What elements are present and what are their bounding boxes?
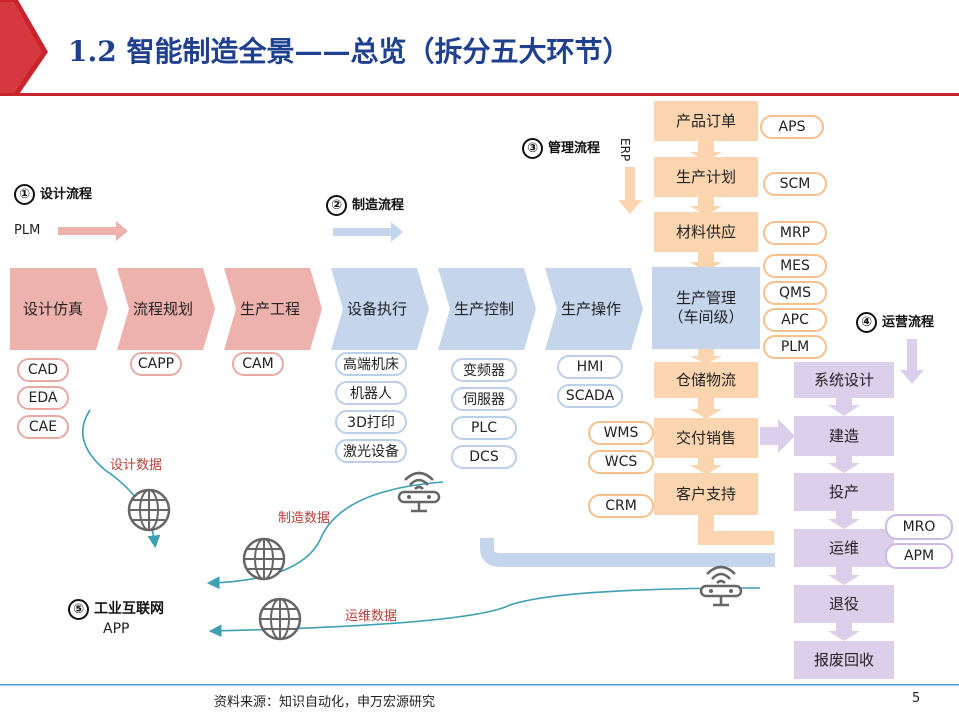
step-process-planning: 流程规划 bbox=[132, 299, 193, 318]
step-production-engineering: 生产工程 bbox=[239, 299, 300, 318]
section-manufacturing-label: ② 制造流程 bbox=[326, 194, 404, 216]
tool-wms: WMS bbox=[588, 421, 654, 445]
tool-apm: APM bbox=[885, 543, 953, 569]
step-production-control: 生产控制 bbox=[453, 299, 514, 318]
ops-commissioning: 投产 bbox=[794, 473, 894, 511]
mgmt-product-order: 产品订单 bbox=[654, 101, 758, 141]
chevron-shape bbox=[117, 268, 215, 350]
tool-cad: CAD bbox=[17, 358, 69, 382]
tool-laser: 激光设备 bbox=[335, 439, 407, 463]
tool-eda: EDA bbox=[17, 386, 69, 410]
tool-mro: MRO bbox=[885, 514, 953, 540]
tool-apc: APC bbox=[763, 308, 827, 332]
step-equipment-execution: 设备执行 bbox=[346, 299, 407, 318]
page-number: 5 bbox=[912, 691, 921, 706]
ops-system-design: 系统设计 bbox=[794, 362, 894, 398]
chevron-shape bbox=[10, 268, 108, 350]
tool-dcs: DCS bbox=[451, 445, 517, 469]
section-operations-label: ④ 运营流程 bbox=[856, 311, 934, 333]
tool-scada: SCADA bbox=[557, 384, 623, 408]
manufacturing-arrow bbox=[333, 222, 403, 242]
tool-servo: 伺服器 bbox=[451, 387, 517, 411]
tool-plm: PLM bbox=[763, 335, 827, 359]
section-management-label: ③ 管理流程 bbox=[522, 137, 600, 159]
mgmt-customer-support: 客户支持 bbox=[654, 473, 758, 515]
globe-icon bbox=[242, 537, 286, 581]
tool-3d-printing: 3D打印 bbox=[335, 410, 407, 434]
ops-retirement: 退役 bbox=[794, 585, 894, 623]
globe-icon bbox=[258, 597, 302, 641]
tool-aps: APS bbox=[760, 115, 824, 139]
tool-plc: PLC bbox=[451, 416, 517, 440]
mgmt-material-supply: 材料供应 bbox=[654, 212, 758, 252]
mgmt-delivery-sales: 交付销售 bbox=[654, 418, 758, 458]
wifi-router-icon bbox=[397, 471, 441, 513]
mgmt-warehousing: 仓储物流 bbox=[654, 362, 758, 398]
manufacturing-data-label: 制造数据 bbox=[278, 511, 331, 526]
ops-construction: 建造 bbox=[794, 416, 894, 456]
mgmt-production-plan: 生产计划 bbox=[654, 157, 758, 197]
app-label: APP bbox=[103, 621, 130, 637]
tool-cam: CAM bbox=[232, 352, 284, 376]
operations-arrow bbox=[900, 339, 924, 384]
mgmt-production-management: 生产管理 （车间级） bbox=[652, 267, 760, 349]
ops-maintenance: 运维 bbox=[794, 529, 894, 567]
chevron-shape bbox=[224, 268, 322, 350]
erp-source-label: ERP bbox=[618, 138, 632, 162]
chevron-shape bbox=[545, 268, 643, 350]
tool-capp: CAPP bbox=[130, 352, 182, 376]
source-footer: 资料来源：知识自动化，申万宏源研究 bbox=[214, 695, 436, 710]
tool-inverter: 变频器 bbox=[451, 358, 517, 382]
wifi-router-icon bbox=[699, 565, 743, 607]
tool-crm: CRM bbox=[588, 494, 654, 518]
tool-scm: SCM bbox=[763, 172, 827, 196]
plm-source-label: PLM bbox=[14, 223, 41, 238]
globe-icon bbox=[127, 488, 171, 532]
design-data-label: 设计数据 bbox=[110, 458, 163, 473]
tool-mrp: MRP bbox=[763, 221, 827, 245]
tool-robot: 机器人 bbox=[335, 381, 407, 405]
tool-wcs: WCS bbox=[588, 450, 654, 474]
operations-data-label: 运维数据 bbox=[345, 609, 398, 624]
section-internet-label: ⑤ 工业互联网 bbox=[68, 598, 164, 620]
step-production-operation: 生产操作 bbox=[560, 299, 621, 318]
plm-arrow bbox=[58, 221, 128, 241]
tool-qms: QMS bbox=[763, 281, 827, 305]
step-design-simulation: 设计仿真 bbox=[22, 299, 83, 318]
erp-arrow bbox=[618, 167, 642, 214]
tool-hmi: HMI bbox=[557, 355, 623, 379]
tool-cae: CAE bbox=[17, 415, 69, 439]
header-decoration bbox=[0, 0, 959, 96]
tool-mes: MES bbox=[763, 254, 827, 278]
chevron-shape bbox=[438, 268, 536, 350]
page-title: 1.2 智能制造全景——总览（拆分五大环节） bbox=[68, 35, 631, 68]
section-design-label: ① 设计流程 bbox=[14, 183, 92, 205]
ops-scrap-recycle: 报废回收 bbox=[794, 641, 894, 679]
tool-cnc: 高端机床 bbox=[335, 352, 407, 376]
chevron-shape bbox=[331, 268, 429, 350]
